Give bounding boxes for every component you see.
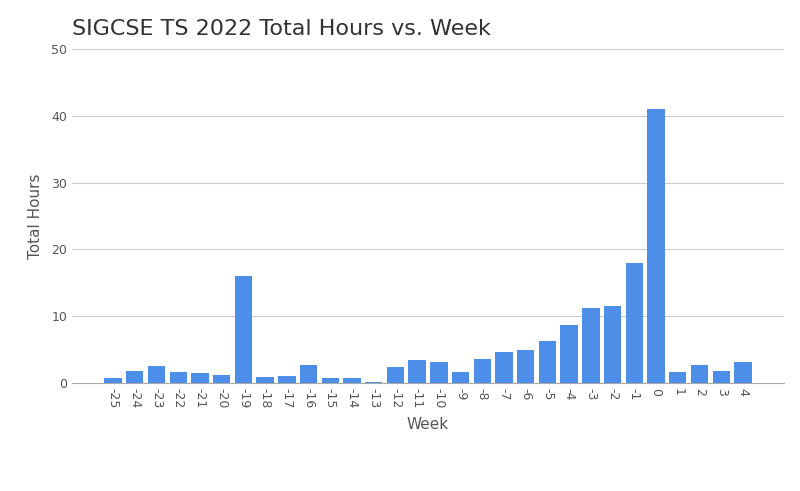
Bar	[409, 360, 426, 383]
Bar	[430, 361, 447, 383]
Bar	[191, 373, 209, 383]
Bar	[343, 378, 361, 383]
Bar	[517, 350, 534, 383]
Bar	[322, 378, 339, 383]
Bar	[604, 306, 622, 383]
Bar	[626, 263, 643, 383]
Bar	[234, 276, 252, 383]
Bar	[148, 366, 165, 383]
Bar	[495, 352, 513, 383]
Bar	[582, 308, 599, 383]
Bar	[691, 365, 708, 383]
Bar	[365, 382, 382, 383]
Bar	[713, 371, 730, 383]
Bar	[734, 361, 752, 383]
Bar	[474, 359, 491, 383]
Bar	[300, 365, 318, 383]
Bar	[561, 325, 578, 383]
Bar	[386, 367, 404, 383]
Bar	[104, 378, 122, 383]
Bar	[126, 371, 143, 383]
Bar	[669, 372, 686, 383]
Bar	[170, 372, 187, 383]
Bar	[257, 377, 274, 383]
Text: SIGCSE TS 2022 Total Hours vs. Week: SIGCSE TS 2022 Total Hours vs. Week	[72, 19, 491, 39]
Bar	[278, 376, 295, 383]
X-axis label: Week: Week	[407, 416, 449, 432]
Y-axis label: Total Hours: Total Hours	[28, 173, 43, 259]
Bar	[452, 372, 470, 383]
Bar	[213, 375, 230, 383]
Bar	[538, 341, 556, 383]
Bar	[647, 109, 665, 383]
